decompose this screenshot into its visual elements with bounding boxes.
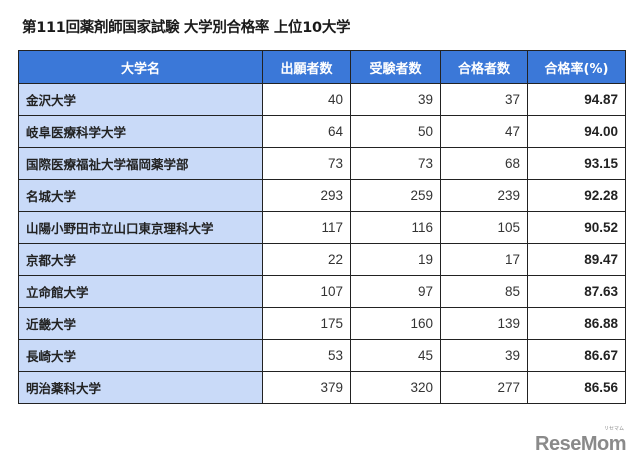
passed: 68 xyxy=(440,147,528,180)
pass-rate: 94.00 xyxy=(527,115,626,148)
examinees: 259 xyxy=(350,179,441,212)
header-pass-rate: 合格率(%) xyxy=(527,50,626,84)
passed: 39 xyxy=(440,339,528,372)
applicants: 64 xyxy=(262,115,351,148)
pass-rate-table: 大学名 出願者数 受験者数 合格者数 合格率(%) 金沢大学 40 39 37 … xyxy=(18,50,626,404)
resemom-logo: ReseMom xyxy=(535,433,626,455)
applicants: 22 xyxy=(262,243,351,276)
header-university: 大学名 xyxy=(18,50,263,84)
passed: 17 xyxy=(440,243,528,276)
table-row: 立命館大学 107 97 85 87.63 xyxy=(18,275,626,308)
applicants: 293 xyxy=(262,179,351,212)
examinees: 19 xyxy=(350,243,441,276)
pass-rate: 94.87 xyxy=(527,83,626,116)
logo-subtitle: リセマム xyxy=(603,426,624,432)
table-row: 岐阜医療科学大学 64 50 47 94.00 xyxy=(18,115,626,148)
examinees: 39 xyxy=(350,83,441,116)
pass-rate: 93.15 xyxy=(527,147,626,180)
passed: 85 xyxy=(440,275,528,308)
header-applicants: 出願者数 xyxy=(262,50,351,84)
passed: 47 xyxy=(440,115,528,148)
university-name: 名城大学 xyxy=(18,179,263,212)
applicants: 379 xyxy=(262,371,351,404)
table-row: 国際医療福祉大学福岡薬学部 73 73 68 93.15 xyxy=(18,147,626,180)
header-passed: 合格者数 xyxy=(440,50,528,84)
university-name: 山陽小野田市立山口東京理科大学 xyxy=(18,211,263,244)
applicants: 107 xyxy=(262,275,351,308)
pass-rate: 86.56 xyxy=(527,371,626,404)
page-title: 第111回薬剤師国家試験 大学別合格率 上位10大学 xyxy=(22,20,351,36)
examinees: 320 xyxy=(350,371,441,404)
table-row: 近畿大学 175 160 139 86.88 xyxy=(18,307,626,340)
university-name: 近畿大学 xyxy=(18,307,263,340)
university-name: 明治薬科大学 xyxy=(18,371,263,404)
passed: 139 xyxy=(440,307,528,340)
table-row: 京都大学 22 19 17 89.47 xyxy=(18,243,626,276)
applicants: 175 xyxy=(262,307,351,340)
examinees: 160 xyxy=(350,307,441,340)
pass-rate: 90.52 xyxy=(527,211,626,244)
applicants: 117 xyxy=(262,211,351,244)
examinees: 73 xyxy=(350,147,441,180)
table-row: 明治薬科大学 379 320 277 86.56 xyxy=(18,371,626,404)
table-row: 山陽小野田市立山口東京理科大学 117 116 105 90.52 xyxy=(18,211,626,244)
university-name: 京都大学 xyxy=(18,243,263,276)
applicants: 73 xyxy=(262,147,351,180)
passed: 37 xyxy=(440,83,528,116)
applicants: 40 xyxy=(262,83,351,116)
passed: 105 xyxy=(440,211,528,244)
examinees: 97 xyxy=(350,275,441,308)
examinees: 116 xyxy=(350,211,441,244)
table-header-row: 大学名 出願者数 受験者数 合格者数 合格率(%) xyxy=(18,50,626,84)
pass-rate: 92.28 xyxy=(527,179,626,212)
table-row: 名城大学 293 259 239 92.28 xyxy=(18,179,626,212)
examinees: 45 xyxy=(350,339,441,372)
pass-rate: 89.47 xyxy=(527,243,626,276)
header-examinees: 受験者数 xyxy=(350,50,441,84)
university-name: 岐阜医療科学大学 xyxy=(18,115,263,148)
university-name: 金沢大学 xyxy=(18,83,263,116)
examinees: 50 xyxy=(350,115,441,148)
table-row: 長崎大学 53 45 39 86.67 xyxy=(18,339,626,372)
university-name: 長崎大学 xyxy=(18,339,263,372)
pass-rate: 86.88 xyxy=(527,307,626,340)
passed: 277 xyxy=(440,371,528,404)
applicants: 53 xyxy=(262,339,351,372)
pass-rate: 86.67 xyxy=(527,339,626,372)
passed: 239 xyxy=(440,179,528,212)
university-name: 国際医療福祉大学福岡薬学部 xyxy=(18,147,263,180)
university-name: 立命館大学 xyxy=(18,275,263,308)
pass-rate: 87.63 xyxy=(527,275,626,308)
table-row: 金沢大学 40 39 37 94.87 xyxy=(18,83,626,116)
